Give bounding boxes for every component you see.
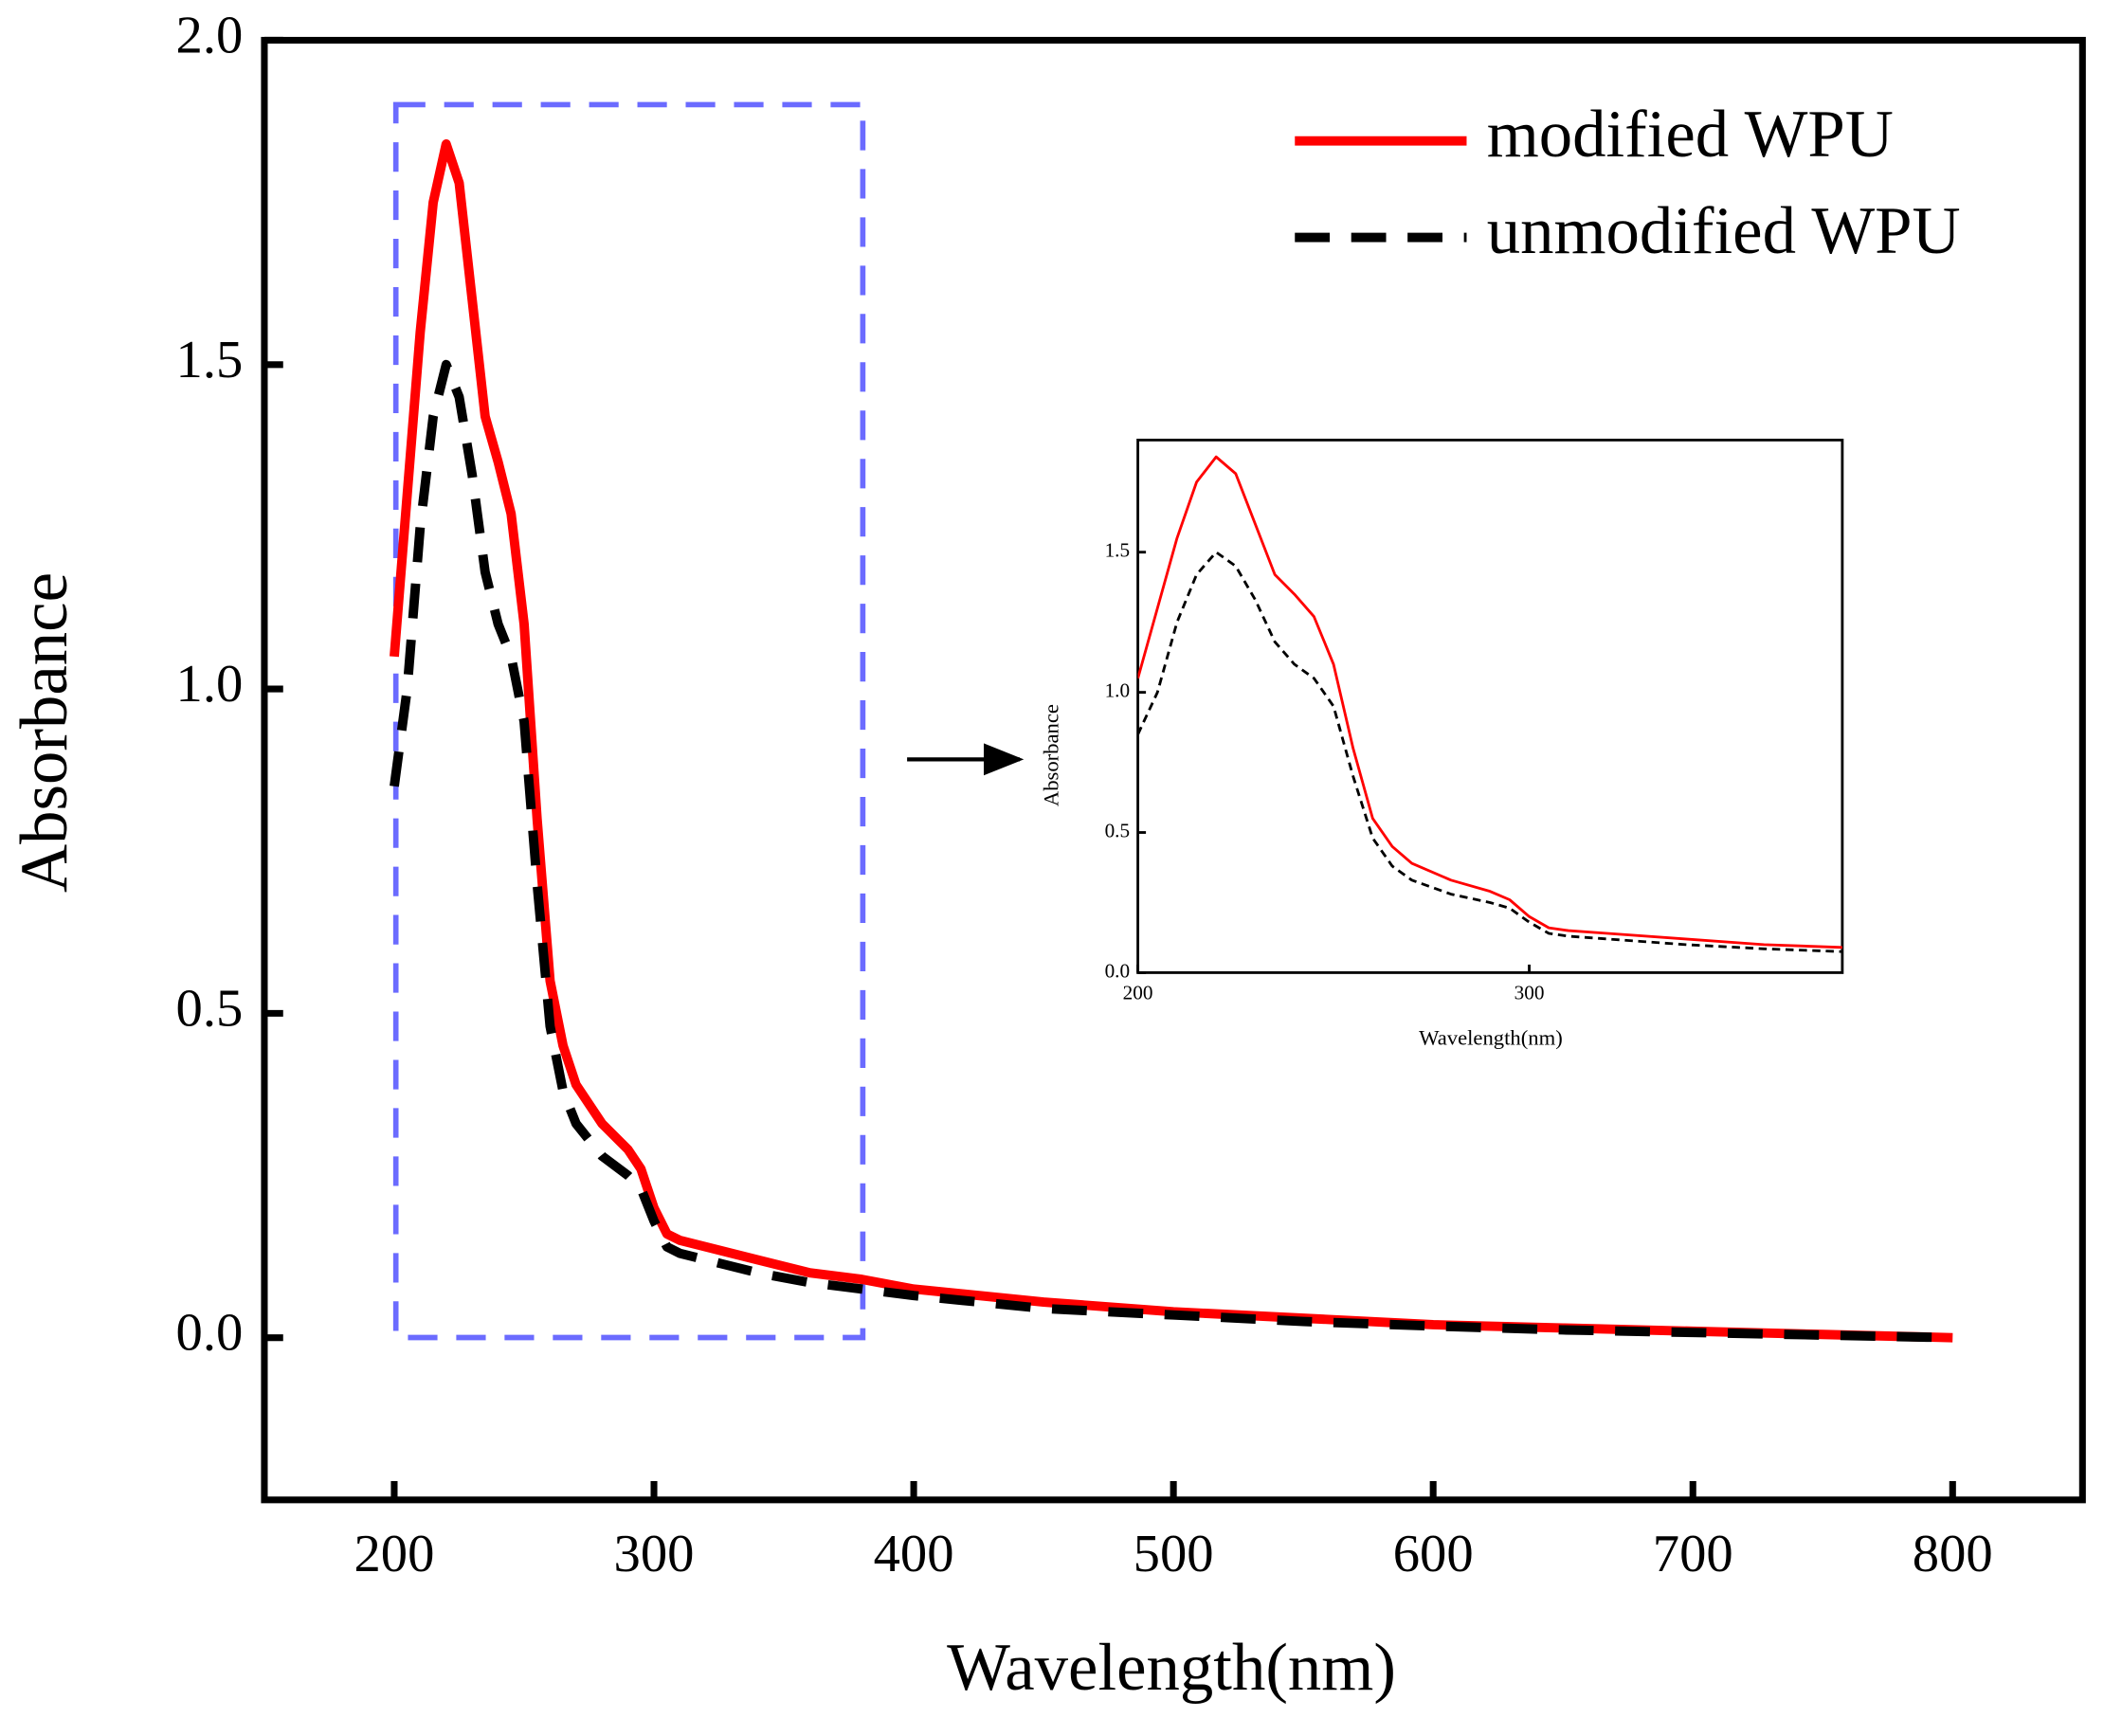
x-tick-label: 300 xyxy=(614,1525,695,1583)
inset-y-tick-label: 0.0 xyxy=(1105,959,1131,982)
inset-series-line xyxy=(1137,455,1842,949)
inset-series-line xyxy=(1137,551,1842,953)
y-tick-label: 1.5 xyxy=(176,331,244,389)
y-axis-label: Absorbance xyxy=(8,572,82,893)
series-line xyxy=(390,359,1953,1343)
y-tick-label: 0.0 xyxy=(176,1304,244,1363)
x-tick-label: 700 xyxy=(1653,1525,1733,1583)
inset-x-axis-label: Wavelength(nm) xyxy=(1419,1025,1563,1049)
legend-label: unmodified WPU xyxy=(1487,194,1961,268)
x-axis-label: Wavelength(nm) xyxy=(947,1631,1396,1705)
inset-y-tick-label: 1.0 xyxy=(1105,678,1131,701)
inset-x-tick-label: 200 xyxy=(1123,982,1153,1004)
x-tick-label: 200 xyxy=(354,1525,435,1583)
inset-series-group xyxy=(1137,455,1842,953)
y-tick-label: 1.0 xyxy=(176,655,244,714)
y-tick-label: 2.0 xyxy=(176,6,244,64)
legend-label: modified WPU xyxy=(1487,98,1894,172)
inset-x-tick-label: 300 xyxy=(1515,982,1545,1004)
inset-y-axis-label: Absorbance xyxy=(1040,704,1063,806)
y-tick-label: 0.5 xyxy=(176,979,244,1038)
x-tick-label: 500 xyxy=(1134,1525,1214,1583)
inset-plot-frame xyxy=(1136,438,1844,974)
zoom-box xyxy=(392,101,866,1341)
series-line xyxy=(390,139,1953,1343)
x-tick-label: 600 xyxy=(1393,1525,1474,1583)
inset-y-tick-label: 0.5 xyxy=(1105,819,1131,841)
inset-y-tick-label: 1.5 xyxy=(1105,539,1131,562)
x-tick-label: 400 xyxy=(874,1525,954,1583)
x-tick-label: 800 xyxy=(1913,1525,1993,1583)
series-group xyxy=(390,139,1953,1343)
